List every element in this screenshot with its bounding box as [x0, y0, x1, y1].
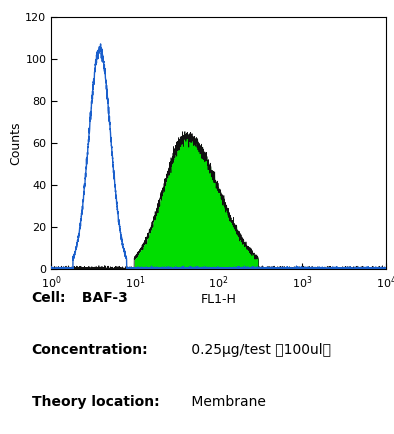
Text: 0.25μg/test （100ul）: 0.25μg/test （100ul） [187, 343, 331, 357]
Text: BAF-3: BAF-3 [77, 291, 128, 305]
Text: Concentration:: Concentration: [32, 343, 148, 357]
Y-axis label: Counts: Counts [9, 122, 22, 165]
Text: Cell:: Cell: [32, 291, 66, 305]
X-axis label: FL1-H: FL1-H [201, 293, 237, 306]
Text: Theory location:: Theory location: [32, 395, 159, 409]
Text: Membrane: Membrane [187, 395, 266, 409]
